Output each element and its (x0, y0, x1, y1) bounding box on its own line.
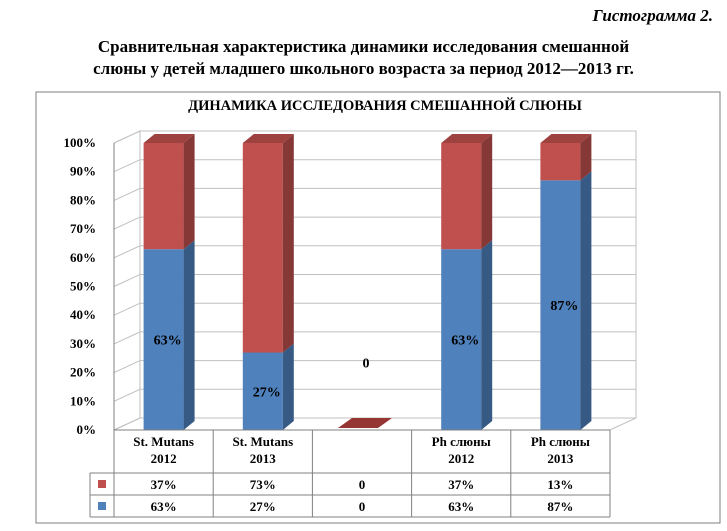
data-label: 0 (363, 357, 370, 372)
table-value: 63% (448, 499, 474, 514)
bar-side (282, 343, 294, 430)
y-tick-label: 50% (70, 279, 96, 294)
bar-top (338, 418, 392, 428)
bar-segment (143, 249, 184, 430)
data-label: 87% (550, 299, 578, 314)
y-tick-label: 30% (70, 336, 96, 351)
bar-side (183, 240, 195, 430)
legend-key (98, 502, 106, 510)
table-value: 87% (547, 499, 573, 514)
figure-heading: Сравнительная характеристика динамики ис… (0, 36, 727, 80)
x-category-label: St. Mutans (133, 434, 194, 449)
y-tick-label: 100% (64, 135, 97, 150)
x-category-label: 2013 (547, 451, 574, 466)
chart-title: ДИНАМИКА ИССЛЕДОВАНИЯ СМЕШАННОЙ СЛЮНЫ (188, 97, 582, 114)
y-tick-label: 90% (70, 164, 96, 179)
heading-line-1: Сравнительная характеристика динамики ис… (97, 37, 630, 56)
bar-top (441, 134, 493, 143)
bar-segment (242, 352, 283, 430)
table-value: 0 (359, 477, 366, 492)
bar-side (183, 134, 195, 250)
y-tick-label: 10% (70, 393, 96, 408)
bar-segment (143, 143, 184, 250)
y-tick-label: 70% (70, 221, 96, 236)
bar-segment (441, 249, 482, 430)
x-category-label: Ph слюны (432, 434, 491, 449)
bar-top (143, 134, 195, 143)
bar-top (242, 134, 294, 143)
x-category-label: St. Mutans (232, 434, 293, 449)
bar-side (481, 134, 493, 250)
y-tick-label: 0% (77, 422, 97, 437)
data-label: 63% (154, 334, 182, 349)
table-value: 27% (250, 499, 276, 514)
bar-side (481, 240, 493, 430)
bar-side (580, 171, 592, 430)
table-value: 37% (448, 477, 474, 492)
data-label: 27% (253, 385, 281, 400)
table-value: 73% (250, 477, 276, 492)
x-category-label: Ph слюны (531, 434, 590, 449)
bar-segment (540, 143, 581, 181)
bar-top (540, 134, 592, 143)
heading-line-2: слюны у детей младшего школьного возраст… (93, 59, 634, 78)
table-value: 37% (151, 477, 177, 492)
y-tick-label: 20% (70, 365, 96, 380)
data-label: 63% (451, 334, 479, 349)
table-value: 0 (359, 499, 366, 514)
table-value: 13% (547, 477, 573, 492)
x-category-label: 2012 (448, 451, 474, 466)
bar-segment (242, 143, 283, 353)
bar-segment (441, 143, 482, 250)
bar-side (282, 134, 294, 353)
legend-key (98, 480, 106, 488)
table-value: 63% (151, 499, 177, 514)
figure-caption: Гистограмма 2. (592, 6, 713, 25)
gridline (113, 130, 636, 144)
y-tick-label: 40% (70, 307, 96, 322)
bar-segment (540, 180, 581, 430)
y-tick-label: 80% (70, 192, 96, 207)
x-category-label: 2012 (151, 451, 177, 466)
bar-side (580, 134, 592, 181)
y-tick-label: 60% (70, 250, 96, 265)
x-category-label: 2013 (250, 451, 277, 466)
